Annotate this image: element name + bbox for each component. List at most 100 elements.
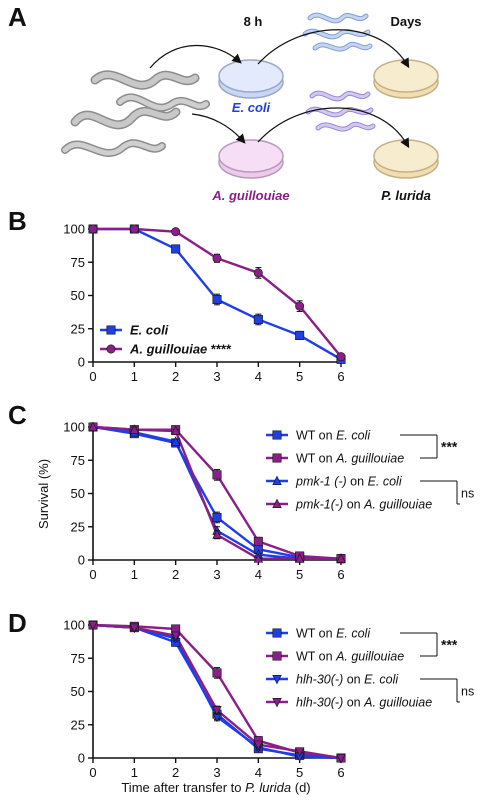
- arrow-ecoli-to-plurida: [257, 29, 410, 69]
- y-tick-label: 50: [71, 486, 85, 501]
- data-point-1: [88, 224, 98, 234]
- data-point-0: [253, 314, 263, 324]
- significance-label: ***: [441, 439, 458, 455]
- data-point-1: [253, 536, 263, 546]
- label-days: Days: [390, 14, 421, 29]
- legend-label-part: E. coli: [336, 429, 371, 443]
- x-tick-label: 2: [172, 567, 179, 582]
- data-point-0: [212, 294, 222, 304]
- y-tick-label: 25: [71, 321, 85, 336]
- x-axis-label: Time after transfer to P. lurida (d): [121, 780, 310, 795]
- legend-marker: [272, 475, 282, 486]
- arrow-to-aguil: [191, 113, 246, 144]
- panel-letter-a: A: [8, 2, 27, 32]
- legend-marker: [106, 325, 116, 335]
- worm-cluster-icon: [61, 70, 210, 157]
- legend-marker: [272, 453, 282, 463]
- legend-marker: [272, 697, 282, 708]
- data-point-1: [171, 227, 181, 237]
- legend-label-part: E. coli: [364, 673, 399, 687]
- legend-label-part: E. coli: [368, 475, 403, 489]
- data-point-1: [295, 301, 305, 311]
- data-point-3: [88, 620, 98, 631]
- y-tick-label: 0: [78, 553, 85, 568]
- data-point-0: [295, 330, 305, 340]
- legend-marker: [272, 674, 282, 685]
- panel-a-schematic: 8 h Days E. coli A. guillouiae P. lurida: [61, 12, 439, 203]
- x-tick-label: 3: [213, 567, 220, 582]
- significance-label: ns: [461, 685, 474, 699]
- x-tick-label: 6: [337, 765, 344, 780]
- legend-label-part: pmk-1(-): [295, 498, 343, 512]
- legend-label-part: WT on: [296, 627, 336, 641]
- legend-label: pmk-1(-) on A. guillouiae: [295, 498, 432, 512]
- x-tick-label: 0: [89, 567, 96, 582]
- legend-label: pmk-1 (-) on E. coli: [295, 475, 403, 489]
- data-point-3: [170, 631, 181, 642]
- significance-label: ***: [441, 637, 458, 653]
- legend-marker: [106, 344, 116, 354]
- legend-label: hlh-30(-) on E. coli: [296, 673, 399, 687]
- series-line-3: [92, 623, 342, 760]
- data-point-3: [253, 553, 264, 563]
- y-tick-label: 100: [63, 420, 85, 435]
- legend-label-part: hlh-30(-): [296, 696, 343, 710]
- data-point-1: [336, 352, 346, 362]
- series-line-1: [92, 623, 342, 760]
- legend-label-part: A. guillouiae: [335, 650, 404, 664]
- x-tick-label: 4: [255, 369, 262, 384]
- petri-dish-aguil: [218, 139, 284, 179]
- significance-label: ns: [461, 487, 474, 501]
- panel-letter-b: B: [8, 206, 27, 236]
- y-tick-label: 0: [78, 751, 85, 766]
- legend-label-part: on: [343, 696, 364, 710]
- legend-marker: [272, 651, 282, 661]
- legend-label: hlh-30(-) on A. guillouiae: [296, 696, 432, 710]
- data-point-2: [170, 436, 181, 446]
- data-point-3: [88, 421, 98, 432]
- y-tick-label: 0: [78, 355, 85, 370]
- legend-label-part: pmk-1 (-): [295, 475, 347, 489]
- x-tick-label: 4: [255, 567, 262, 582]
- petri-dish-plurida-top: [373, 59, 439, 99]
- legend-label-part: on: [343, 498, 364, 512]
- legend-significance: ****: [207, 342, 232, 357]
- legend-label-part: WT on: [296, 650, 336, 664]
- y-tick-label: 25: [71, 519, 85, 534]
- data-point-3: [336, 753, 346, 764]
- x-tick-label: 2: [172, 369, 179, 384]
- data-point-1: [212, 668, 222, 678]
- x-tick-label: 1: [131, 369, 138, 384]
- legend-marker: [272, 628, 282, 638]
- data-point-0: [212, 512, 222, 522]
- legend-label: WT on E. coli: [296, 429, 371, 443]
- label-dish-ecoli: E. coli: [232, 100, 271, 115]
- legend-label: A. guillouiae ****: [129, 342, 232, 357]
- y-tick-label: 50: [71, 684, 85, 699]
- legend-marker: [272, 498, 282, 509]
- x-tick-label: 3: [213, 369, 220, 384]
- data-point-3: [170, 425, 181, 435]
- x-tick-label: 0: [89, 369, 96, 384]
- x-tick-label: 2: [172, 765, 179, 780]
- legend-label-text: E. coli: [130, 323, 169, 338]
- legend-label-part: on: [347, 475, 368, 489]
- series-line-0: [92, 623, 342, 760]
- x-tick-label: 5: [296, 369, 303, 384]
- x-tick-label: 6: [337, 567, 344, 582]
- y-tick-label: 100: [63, 222, 85, 237]
- data-point-3: [212, 706, 222, 716]
- x-tick-label: 1: [131, 567, 138, 582]
- legend-label-part: A. guillouiae: [363, 696, 432, 710]
- x-tick-label: 1: [131, 765, 138, 780]
- x-tick-label: 0: [89, 765, 96, 780]
- legend-label: WT on E. coli: [296, 627, 371, 641]
- legend-label-part: E. coli: [336, 627, 371, 641]
- legend-label-text: A. guillouiae: [129, 342, 207, 357]
- data-point-1: [129, 224, 139, 234]
- y-tick-label: 75: [71, 651, 85, 666]
- y-tick-label: 100: [63, 618, 85, 633]
- legend-label: WT on A. guillouiae: [296, 452, 404, 466]
